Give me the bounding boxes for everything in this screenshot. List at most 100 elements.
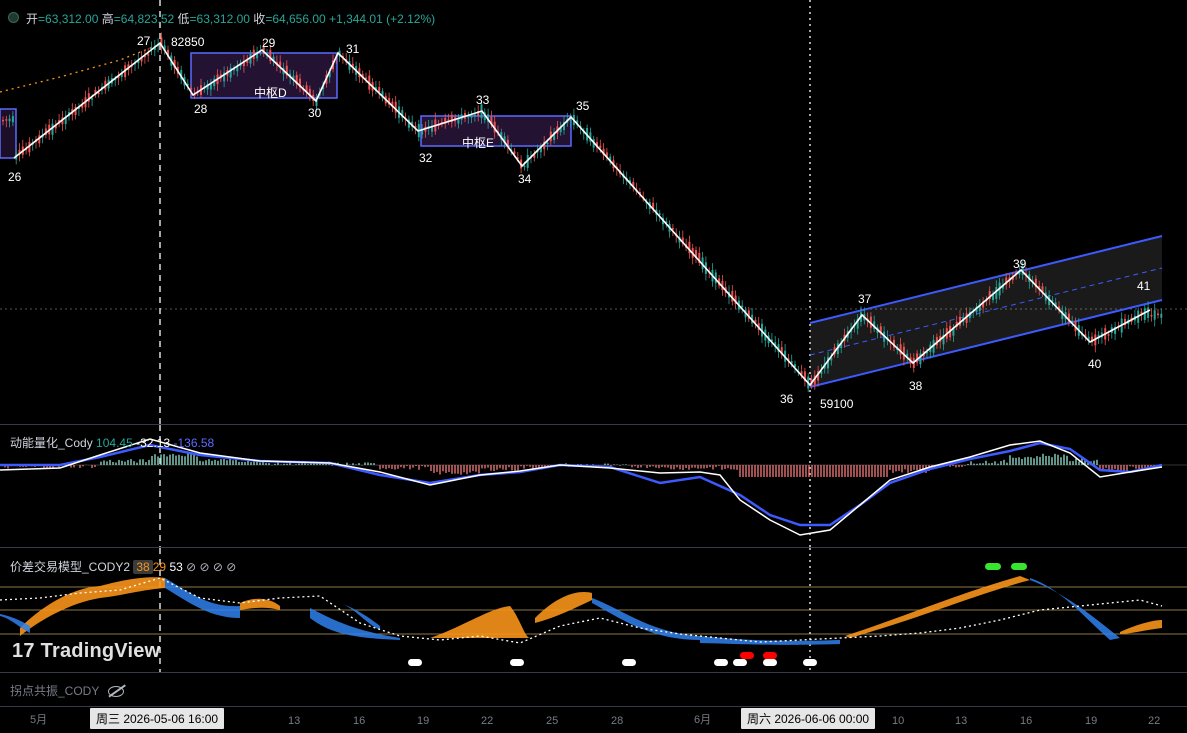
candle-body <box>256 51 259 59</box>
pivot-label-35: 35 <box>576 99 590 113</box>
candle-body <box>206 84 209 90</box>
candle-body <box>893 339 895 348</box>
diff-v2: 29 <box>152 560 167 574</box>
diff-model-pane[interactable]: 价差交易模型_CODY2 38 29 53 ⊘ ⊘ ⊘ ⊘ <box>0 548 1187 672</box>
diff-blue-area <box>310 608 400 640</box>
candle-body <box>1041 286 1044 293</box>
candle-body <box>523 165 526 168</box>
time-tick-3: 19 <box>417 715 430 727</box>
momentum-v1: 104.45 <box>96 436 133 450</box>
candle-body <box>1034 278 1037 288</box>
pivot-label-32: 32 <box>419 151 433 165</box>
candle-body <box>995 287 998 299</box>
candle-body <box>94 90 97 95</box>
pane-separator-1[interactable] <box>0 424 1187 425</box>
candle-body <box>262 47 265 53</box>
candle-body <box>246 59 249 63</box>
candle-body <box>378 87 381 93</box>
candle-body <box>394 101 397 113</box>
candle-body <box>117 75 120 79</box>
candle-body <box>803 371 806 382</box>
candle-body <box>513 151 516 154</box>
candle-body <box>638 191 641 195</box>
candle-body <box>688 241 691 254</box>
time-axis[interactable]: 5月 13 16 19 22 25 28 6月 10 13 16 19 22 周… <box>0 707 1187 733</box>
candle-body <box>701 257 704 269</box>
candle-body <box>1150 314 1153 317</box>
candle-body <box>1038 285 1041 290</box>
candle-body <box>401 110 404 118</box>
candle-body <box>698 252 701 263</box>
symbol-status-icon[interactable] <box>8 12 19 23</box>
zhongshu-e-label: 中枢E <box>462 135 494 150</box>
tradingview-watermark: 17 TradingView <box>12 640 160 663</box>
candle-body <box>827 357 829 369</box>
pane-separator-2[interactable] <box>0 547 1187 548</box>
diff-blue-area <box>1030 578 1120 640</box>
diff-name: 价差交易模型_CODY2 <box>10 560 131 574</box>
candle-body <box>747 310 750 319</box>
candle-body <box>777 344 780 352</box>
candle-body <box>44 128 47 136</box>
candle-body <box>180 70 183 80</box>
tradingview-logo-icon: 17 <box>12 640 35 662</box>
candle-body <box>114 78 117 81</box>
candle-body <box>632 181 635 188</box>
candle-body <box>794 364 796 367</box>
diff-orange-area <box>535 592 592 623</box>
ohlc-legend: 开=63,312.00 高=64,823.52 低=63,312.00 收=64… <box>26 10 435 27</box>
candle-body <box>992 293 994 301</box>
diff-signal-marker <box>510 659 524 666</box>
candle-body <box>543 141 546 150</box>
candle-body <box>754 319 757 323</box>
price-pane[interactable]: 26 27 28 29 30 31 32 33 34 35 36 37 38 39 40 41 82850 5… <box>0 0 1187 424</box>
candle-body <box>431 125 433 132</box>
diff-signal-marker <box>714 659 728 666</box>
candle-body <box>51 123 54 135</box>
momentum-v2: -32.13 <box>136 436 171 450</box>
candle-body <box>1071 320 1074 323</box>
diff-signal-marker <box>763 659 777 666</box>
momentum-svg <box>0 425 1187 547</box>
diff-areas-group <box>0 576 1162 645</box>
pane-separator-4 <box>0 706 1187 707</box>
candle-body <box>269 49 272 62</box>
candle-body <box>873 321 876 329</box>
momentum-main-line <box>0 438 1163 536</box>
candle-body <box>28 142 31 153</box>
candle-body <box>916 353 919 363</box>
time-tick-12: 22 <box>1148 715 1161 727</box>
pivot-legend: 拐点共振_CODY <box>10 682 125 699</box>
candle-body <box>1005 277 1008 285</box>
candle-body <box>536 150 539 153</box>
pivot-label-39: 39 <box>1013 257 1027 271</box>
candle-body <box>457 118 460 124</box>
diff-settings-icons[interactable]: ⊘ ⊘ ⊘ ⊘ <box>186 560 237 574</box>
candle-body <box>11 116 14 123</box>
high-value: =64,823.52 <box>113 12 175 26</box>
candle-body <box>629 180 631 183</box>
diff-signal-marker <box>763 652 777 659</box>
hidden-eye-icon[interactable] <box>108 686 125 698</box>
candle-body <box>658 213 661 215</box>
candle-body <box>589 132 592 142</box>
candle-body <box>1157 313 1159 316</box>
candle-body <box>770 339 773 342</box>
low-value: =63,312.00 <box>189 12 250 26</box>
channel-lower <box>809 299 1163 388</box>
tradingview-watermark-text: TradingView <box>40 640 161 662</box>
candle-body <box>163 45 166 52</box>
candle-body <box>279 61 282 67</box>
channel-upper <box>809 235 1163 324</box>
candle-body <box>391 101 394 107</box>
momentum-pane[interactable]: 动能量化_Cody 104.45 -32.13 -136.58 <box>0 425 1187 547</box>
pivot-label-36: 36 <box>780 392 794 406</box>
candle-body <box>546 142 549 145</box>
high-mark-label: 82850 <box>171 35 205 49</box>
pane-separator-3[interactable] <box>0 672 1187 673</box>
diff-signal-marker <box>740 652 754 659</box>
close-label: 收 <box>253 12 266 26</box>
candle-body <box>1011 276 1014 280</box>
candle-body <box>935 337 938 346</box>
pivot-pane[interactable]: 拐点共振_CODY <box>0 673 1187 706</box>
